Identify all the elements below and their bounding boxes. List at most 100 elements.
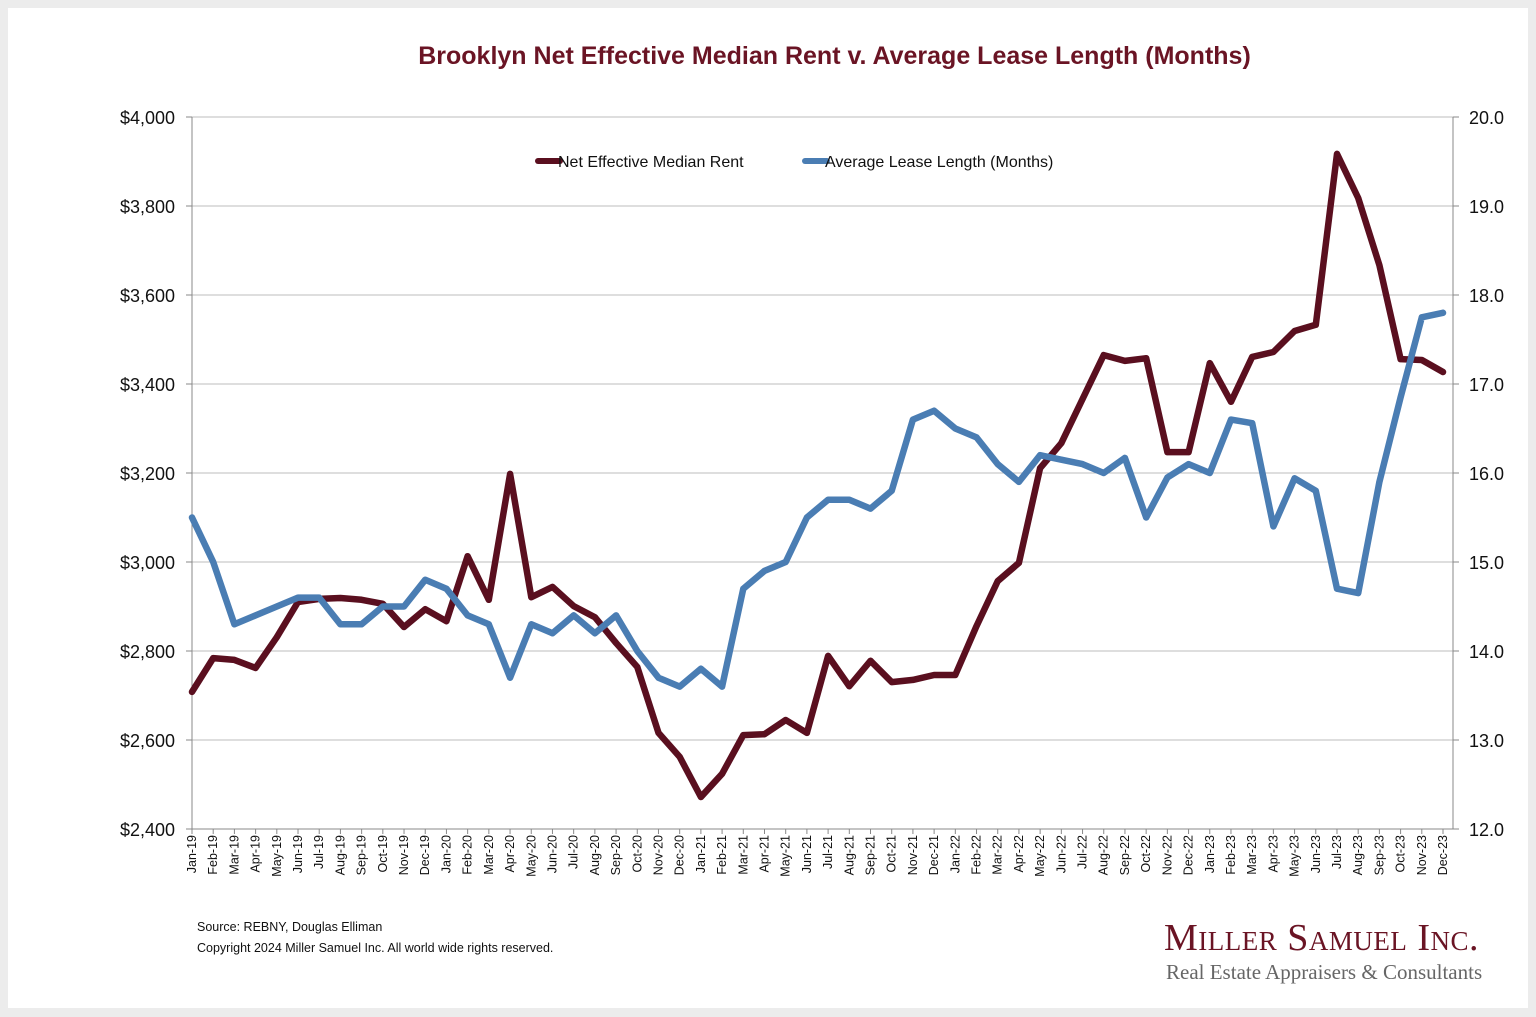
data-point <box>570 612 577 619</box>
copyright-note: Copyright 2024 Miller Samuel Inc. All wo… <box>197 941 554 955</box>
y-left-tick-label: $3,600 <box>120 286 175 306</box>
x-tick-label: Jan-19 <box>185 835 199 873</box>
data-point <box>1333 585 1340 592</box>
data-point <box>1143 355 1150 362</box>
data-point <box>761 731 768 738</box>
x-tick-label: Mar-23 <box>1245 835 1259 875</box>
y-right-tick-label: 16.0 <box>1469 464 1504 484</box>
data-point <box>570 603 577 610</box>
x-tick-label: Feb-22 <box>970 835 984 875</box>
data-point <box>1397 356 1404 363</box>
data-point <box>189 688 195 695</box>
x-tick-label: Sep-22 <box>1118 835 1132 875</box>
y-left-tick-label: $3,400 <box>120 375 175 395</box>
x-tick-label: Nov-21 <box>906 835 920 875</box>
x-tick-label: Apr-23 <box>1266 835 1280 873</box>
x-tick-label: Mar-21 <box>736 835 750 875</box>
data-point <box>252 664 259 671</box>
data-point <box>591 614 598 621</box>
data-point <box>549 630 556 637</box>
data-point <box>1143 514 1150 521</box>
data-point <box>676 753 683 760</box>
data-point <box>464 553 471 560</box>
data-point <box>1312 487 1319 494</box>
y-left-tick-label: $4,000 <box>120 108 175 128</box>
data-point <box>994 578 1001 585</box>
chart-panel: Brooklyn Net Effective Median Rent v. Av… <box>8 8 1528 1008</box>
x-tick-label: Jul-23 <box>1330 835 1344 869</box>
x-tick-label: Jun-21 <box>800 835 814 873</box>
x-tick-label: Jan-23 <box>1203 835 1217 873</box>
data-point <box>952 425 959 432</box>
x-tick-label: Sep-23 <box>1372 835 1386 875</box>
data-point <box>931 672 938 679</box>
y-left-tick-label: $2,600 <box>120 731 175 751</box>
data-point <box>1079 396 1086 403</box>
data-point <box>634 648 641 654</box>
data-point <box>273 603 280 610</box>
data-point <box>295 594 302 601</box>
data-point <box>803 514 810 521</box>
data-point <box>1291 328 1298 335</box>
data-point <box>1121 357 1128 364</box>
y-right-tick-label: 12.0 <box>1469 820 1504 840</box>
x-tick-label: Jan-22 <box>948 835 962 873</box>
data-point <box>655 674 662 681</box>
data-point <box>613 639 620 646</box>
y-left-tick-label: $2,800 <box>120 642 175 662</box>
data-point <box>1206 470 1213 476</box>
x-tick-label: Oct-21 <box>885 835 899 873</box>
y-left-tick-label: $3,200 <box>120 464 175 484</box>
data-point <box>1397 394 1404 401</box>
data-point <box>1037 465 1044 472</box>
data-point <box>867 505 874 512</box>
x-tick-label: Aug-19 <box>333 835 347 875</box>
chart: Brooklyn Net Effective Median Rent v. Av… <box>120 42 1504 877</box>
y-right-tick-label: 15.0 <box>1469 553 1504 573</box>
data-point <box>337 621 344 628</box>
x-tick-label: Sep-21 <box>864 835 878 875</box>
data-point <box>1164 449 1171 456</box>
data-point <box>1121 454 1128 461</box>
data-point <box>697 665 704 672</box>
data-point <box>1270 348 1277 355</box>
data-point <box>422 576 429 583</box>
data-point <box>697 793 704 800</box>
y-right-tick-label: 18.0 <box>1469 286 1504 306</box>
data-point <box>1376 478 1383 485</box>
x-tick-label: Sep-19 <box>355 835 369 875</box>
data-point <box>888 679 895 686</box>
y-right-tick-label: 14.0 <box>1469 642 1504 662</box>
x-tick-label: May-22 <box>1033 835 1047 877</box>
legend-label: Average Lease Length (Months) <box>825 154 1053 171</box>
data-point <box>931 407 938 414</box>
data-point <box>401 603 408 610</box>
data-point <box>443 618 450 625</box>
x-tick-label: Jul-19 <box>312 835 326 869</box>
data-point <box>549 583 556 590</box>
data-point <box>1164 474 1171 481</box>
data-point <box>952 672 959 679</box>
data-point <box>1185 449 1192 456</box>
data-point <box>273 634 280 641</box>
data-point <box>464 612 471 619</box>
data-point <box>189 514 195 521</box>
x-tick-label: Nov-20 <box>651 835 665 875</box>
x-tick-label: Aug-22 <box>1097 835 1111 875</box>
data-point <box>803 729 810 736</box>
data-point <box>528 594 535 601</box>
x-tick-label: Feb-21 <box>715 835 729 875</box>
x-tick-label: Dec-21 <box>927 835 941 875</box>
y-right-tick-label: 19.0 <box>1469 197 1504 217</box>
x-tick-label: May-19 <box>270 835 284 877</box>
data-point <box>867 657 874 664</box>
data-point <box>231 656 238 663</box>
data-point <box>1312 321 1319 328</box>
x-tick-label: Jan-20 <box>439 835 453 873</box>
data-point <box>507 470 514 477</box>
legend-label: Net Effective Median Rent <box>558 154 744 171</box>
data-point <box>676 683 683 690</box>
data-point <box>210 559 217 565</box>
data-point <box>1355 590 1362 597</box>
x-tick-label: Sep-20 <box>609 835 623 875</box>
